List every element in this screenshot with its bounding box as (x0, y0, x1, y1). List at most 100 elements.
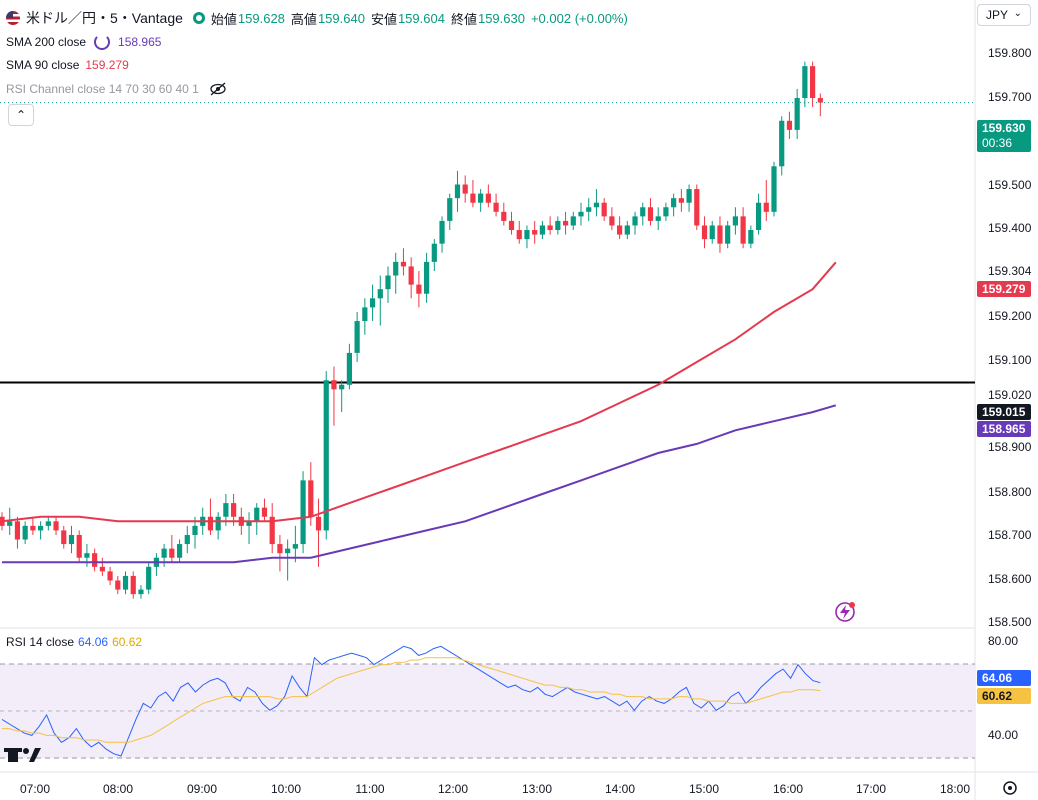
candle (439, 216, 445, 253)
candle (578, 202, 584, 226)
candle (45, 516, 51, 531)
candle-body (663, 207, 669, 217)
sma90-legend[interactable]: SMA 90 close 159.279 (6, 58, 133, 72)
candle (92, 548, 98, 572)
hline-price-tag: 159.015 (977, 404, 1031, 420)
candle-body (562, 220, 569, 226)
candle (493, 193, 499, 217)
lightning-icon[interactable] (835, 602, 855, 622)
current-price-tag: 159.630 00:36 (977, 120, 1031, 152)
price-tick: 159.200 (988, 309, 1032, 323)
candle (277, 534, 283, 572)
hidden-eye-icon[interactable] (209, 82, 227, 96)
collapse-legend-button[interactable]: ⌃ (8, 104, 34, 126)
candle-body (207, 516, 214, 531)
price-tick: 158.500 (988, 615, 1032, 629)
symbol-title[interactable]: 米ドル／円・5・Vantage (26, 10, 183, 26)
price-tick: 158.900 (988, 440, 1032, 454)
candle (61, 525, 67, 549)
high-value: 159.640 (317, 10, 365, 26)
candle-body (369, 298, 376, 308)
candle (269, 503, 275, 554)
us-flag-icon (6, 11, 20, 25)
candle-body (107, 571, 113, 581)
time-tick: 13:00 (521, 782, 553, 796)
candle-body (740, 216, 746, 244)
rsi-tick: 80.00 (988, 634, 1019, 648)
candle-body (254, 507, 260, 522)
sma90-price-tag: 159.279 (977, 281, 1031, 297)
candle-body (393, 261, 399, 276)
candle (755, 193, 762, 235)
time-tick: 18:00 (939, 782, 971, 796)
time-tick: 16:00 (772, 782, 804, 796)
rsi-value-tag: 64.06 (977, 670, 1031, 686)
countdown: 00:36 (982, 136, 1013, 150)
candle (725, 220, 731, 249)
candle-body (323, 380, 329, 531)
candle (176, 539, 183, 563)
rsi-legend[interactable]: RSI 14 close 64.06 60.62 (6, 635, 146, 649)
candle (732, 207, 738, 235)
candle-body (184, 534, 190, 545)
candle (107, 566, 113, 586)
settings-gear-icon[interactable] (1003, 781, 1017, 795)
loading-icon (94, 34, 111, 50)
candle-body (176, 544, 183, 558)
candle (678, 189, 684, 212)
candle (763, 179, 769, 221)
currency-select[interactable]: JPY ⌄ (977, 4, 1031, 26)
candle-body (701, 225, 708, 240)
candle-body (655, 216, 661, 221)
sma200-legend[interactable]: SMA 200 close 158.965 (6, 34, 165, 50)
candle (14, 516, 21, 549)
candle-body (68, 534, 75, 545)
currency-label: JPY (986, 8, 1009, 22)
candle (76, 530, 82, 563)
rsi-channel-legend[interactable]: RSI Channel close 14 70 30 60 40 1 (6, 82, 227, 96)
sma200-label: SMA 200 close (6, 35, 87, 49)
candle-body (354, 321, 360, 353)
candle-body (547, 225, 553, 231)
candle (547, 216, 553, 235)
candle (462, 175, 468, 203)
candle-body (508, 220, 515, 231)
rsi-ma-value-tag: 60.62 (977, 688, 1031, 704)
candle-body (7, 521, 13, 526)
candle (539, 220, 545, 240)
candle (601, 198, 607, 221)
candle (694, 184, 700, 231)
chevron-down-icon: ⌄ (1013, 8, 1022, 19)
rsi-line (1, 645, 821, 757)
candle-body (246, 521, 252, 526)
candle-body (817, 98, 823, 103)
candle-body (586, 207, 592, 212)
candle (161, 544, 167, 567)
sma200-line (2, 404, 837, 564)
candle (709, 220, 715, 244)
rsi-value: 64.06 (78, 635, 109, 649)
rsi-channel-label: RSI Channel close 14 70 30 60 40 1 (6, 82, 199, 96)
candle-body (539, 225, 545, 235)
candle (647, 198, 654, 226)
sma90-line (1, 261, 837, 523)
candle (609, 207, 615, 231)
candle (671, 193, 677, 217)
candle-body (462, 184, 468, 194)
sma200-value: 158.965 (118, 35, 162, 49)
sma90-value: 159.279 (85, 58, 129, 72)
candle-body (578, 211, 584, 217)
chevron-up-icon: ⌃ (15, 108, 27, 122)
candle-body (231, 503, 237, 517)
candle (354, 311, 360, 363)
candle-body (38, 525, 44, 531)
candle (617, 216, 623, 240)
price-tick: 158.700 (988, 528, 1032, 542)
candle (516, 220, 522, 244)
price-tick: 159.500 (988, 178, 1032, 192)
candle (593, 189, 600, 217)
candle-body (285, 548, 291, 554)
candle-body (308, 480, 314, 517)
candle (207, 498, 214, 535)
